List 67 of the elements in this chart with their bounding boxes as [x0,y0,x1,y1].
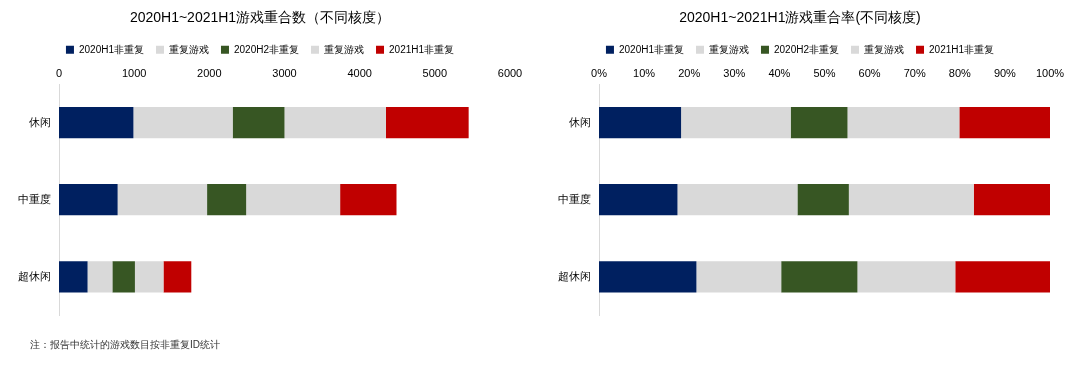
x-tick-label: 2000 [197,67,222,80]
legend-label: 重复游戏 [168,43,209,55]
legend-label: 重复游戏 [864,43,905,55]
y-tick-label: 中重度 [18,192,51,205]
legend-label: 2020H1非重复 [618,43,684,55]
bar [134,261,164,293]
x-tick-label: 5000 [422,67,448,80]
bar [87,261,113,293]
y-tick-label: 超休闲 [558,269,591,282]
legend-label: 2021H1非重复 [389,43,455,55]
bar [112,261,135,293]
y-tick-label: 中重度 [558,192,591,205]
x-tick-label: 1000 [121,67,147,80]
bar [207,184,247,216]
bar [59,184,118,216]
bar [59,261,88,293]
legend-label: 2021H1非重复 [929,43,995,55]
x-tick-label: 6000 [497,67,523,80]
x-tick-label: 90% [993,67,1017,80]
bar [955,261,1050,293]
y-tick-label: 休闲 [569,115,591,128]
x-tick-label: 10% [633,67,656,80]
x-tick-label: 40% [768,67,791,80]
text: 注：报告中统计的游戏数目按非重复ID统计 [30,338,220,352]
chart-title: 2020H1~2021H1游戏重合数（不同核度） [129,9,391,26]
y-tick-label: 休闲 [29,115,51,128]
bar [59,106,134,139]
y-tick-label: 超休闲 [18,269,51,282]
bar [790,106,848,139]
bar [340,184,397,216]
x-tick-label: 60% [858,67,881,80]
legend-label: 重复游戏 [324,43,365,55]
bar [163,261,192,293]
bar [599,261,697,293]
bar [599,106,682,139]
bar [599,184,678,216]
legend-label: 2020H1非重复 [78,43,144,55]
bar [232,106,285,139]
bar [284,106,386,139]
x-tick-label: 0 [55,67,63,80]
x-tick-label: 80% [948,67,972,80]
bar [696,261,782,293]
bar [959,106,1050,139]
bar [117,184,208,216]
bar [781,261,858,293]
chart-title: 2020H1~2021H1游戏重合率(不同核度) [679,9,921,26]
bar [677,184,798,216]
bar [797,184,849,216]
legend-label: 重复游戏 [708,43,749,55]
bar [133,106,233,139]
x-tick-label: 50% [813,67,836,80]
bar [681,106,791,139]
x-tick-label: 70% [903,67,926,80]
bar [847,106,960,139]
x-tick-label: 3000 [272,67,297,80]
legend-label: 2020H2非重复 [773,43,840,55]
bar [385,106,469,139]
bar [246,184,341,216]
legend-label: 2020H2非重复 [233,43,300,55]
x-tick-label: 4000 [347,67,372,80]
x-tick-label: 0% [591,67,608,80]
x-tick-label: 30% [723,67,746,80]
x-tick-label: 20% [678,67,701,80]
bar [848,184,974,216]
bar [857,261,956,293]
x-tick-label: 100% [1035,67,1065,80]
bar [973,184,1050,216]
